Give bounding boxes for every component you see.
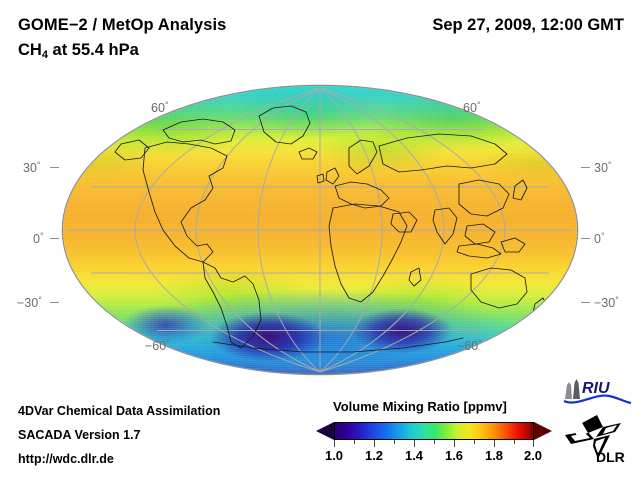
lat-label-inner-m60-left: −60° (145, 338, 170, 353)
colorbar-extend-min-arrow-icon (316, 422, 334, 440)
method-label: 4DVar Chemical Data Assimilation (18, 404, 221, 418)
degree-symbol-icon: ° (600, 231, 605, 241)
lat-label-inner-60-right: 60° (463, 100, 481, 115)
coastlines (114, 105, 548, 353)
colorbar-tick-label: 2.0 (523, 448, 543, 463)
degree-symbol-icon: ° (164, 100, 169, 110)
lat-label-30-left: 30° (23, 160, 41, 175)
species-level-subtitle: CH4 at 55.4 hPa (18, 41, 139, 61)
version-label: SACADA Version 1.7 (18, 428, 141, 442)
lat-label-m30-right: −30° (594, 295, 619, 310)
colorbar-gradient (334, 422, 534, 440)
lat-tick-m30-left (50, 302, 59, 304)
colorbar-tick-label: 1.4 (404, 448, 424, 463)
lat-label-0-left: 0° (33, 231, 44, 246)
colorbar-ticks (334, 440, 535, 447)
dlr-wordmark: DLR (596, 449, 625, 464)
lat-label-inner-60-left: 60° (151, 100, 169, 115)
colorbar-extend-max-arrow-icon (534, 422, 552, 440)
riu-logo: RIU (563, 379, 632, 405)
page-title: GOME−2 / MetOp Analysis (18, 16, 227, 34)
riu-wave-icon (563, 394, 632, 405)
colorbar-tick-labels: 1.0 1.2 1.4 1.6 1.8 2.0 (0, 448, 640, 466)
riu-wordmark: RIU (582, 380, 610, 397)
lat-tick-0-right (581, 238, 590, 240)
degree-symbol-icon: ° (39, 231, 44, 241)
species-prefix: CH (18, 41, 42, 59)
lat-label-m30-left: −30° (17, 295, 42, 310)
lat-tick-0-left (50, 238, 59, 240)
species-suffix: at 55.4 hPa (47, 41, 139, 59)
riu-towers-icon (565, 379, 580, 399)
lat-label-0-right: 0° (594, 231, 605, 246)
website-url[interactable]: http://wdc.dlr.de (18, 452, 114, 466)
degree-symbol-icon: ° (166, 338, 170, 348)
colorbar-title: Volume Mixing Ratio [ppmv] (333, 399, 507, 414)
colorbar-tick-label: 1.6 (444, 448, 464, 463)
map-panel: 60° 60° −60° −60° (63, 86, 577, 374)
graticule (67, 87, 573, 373)
colorbar (316, 421, 552, 447)
degree-symbol-icon: ° (607, 160, 612, 170)
lat-label-30-right: 30° (594, 160, 612, 175)
species-subscript: 4 (41, 49, 48, 61)
colorbar-tick-label: 1.0 (324, 448, 344, 463)
dlr-logo: DLR (565, 415, 625, 464)
colorbar-tick-label: 1.8 (484, 448, 504, 463)
degree-symbol-icon: ° (476, 100, 481, 110)
colorbar-tick-label: 1.2 (364, 448, 384, 463)
dlr-mark-icon (565, 415, 621, 459)
analysis-timestamp: Sep 27, 2009, 12:00 GMT (432, 16, 624, 34)
degree-symbol-icon: ° (478, 338, 482, 348)
lat-tick-30-left (50, 167, 59, 169)
degree-symbol-icon: ° (38, 295, 42, 305)
lat-tick-m30-right (581, 302, 590, 304)
degree-symbol-icon: ° (36, 160, 41, 170)
lat-tick-30-right (581, 167, 590, 169)
lat-label-inner-m60-right: −60° (457, 338, 482, 353)
degree-symbol-icon: ° (615, 295, 619, 305)
mollweide-globe (63, 86, 577, 374)
